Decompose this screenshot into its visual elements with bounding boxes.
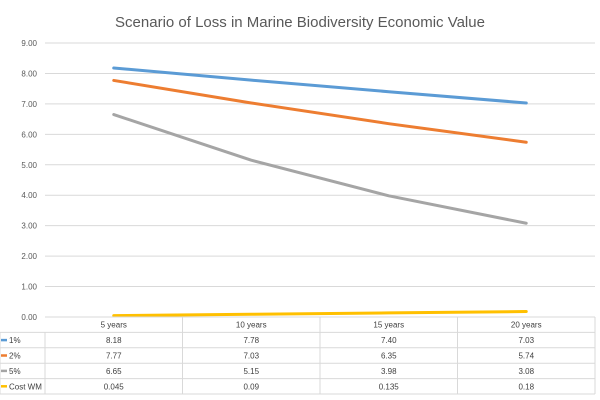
series-line bbox=[112, 310, 528, 318]
y-tick-label: 4.00 bbox=[21, 191, 37, 200]
x-category-label: 20 years bbox=[511, 321, 542, 330]
data-table-cell: 7.40 bbox=[381, 336, 397, 345]
y-tick-label: 3.00 bbox=[21, 222, 37, 231]
gridlines bbox=[45, 42, 595, 288]
data-table-cell: 7.03 bbox=[518, 336, 534, 345]
data-table-cell: 7.03 bbox=[243, 352, 259, 361]
y-tick-label: 2.00 bbox=[21, 252, 37, 261]
data-table-cell: 3.98 bbox=[381, 367, 397, 376]
data-table-cell: 6.65 bbox=[106, 367, 122, 376]
series-line bbox=[112, 66, 528, 105]
y-tick-label: 6.00 bbox=[21, 130, 37, 139]
y-tick-label: 5.00 bbox=[21, 161, 37, 170]
legend-label: 1% bbox=[9, 336, 21, 345]
data-table-cell: 0.135 bbox=[379, 382, 400, 391]
chart-title: Scenario of Loss in Marine Biodiversity … bbox=[115, 14, 485, 31]
data-table-cell: 3.08 bbox=[518, 367, 534, 376]
data-table-cell: 5.74 bbox=[518, 352, 534, 361]
series-line bbox=[112, 113, 528, 225]
series-lines bbox=[112, 66, 528, 318]
x-category-label: 5 years bbox=[101, 321, 127, 330]
y-tick-label: 0.00 bbox=[21, 313, 37, 322]
y-tick-label: 8.00 bbox=[21, 69, 37, 78]
y-tick-label: 9.00 bbox=[21, 39, 37, 48]
data-table-cell: 0.18 bbox=[518, 382, 534, 391]
data-table: 5 years 10 years 15 years 20 years 1% 8.18 7.7… bbox=[0, 316, 596, 395]
legend-label: 5% bbox=[9, 367, 21, 376]
data-table-cell: 8.18 bbox=[106, 336, 122, 345]
legend-label: Cost WM bbox=[9, 382, 42, 391]
legend-label: 2% bbox=[9, 352, 21, 361]
data-table-cell: 7.78 bbox=[243, 336, 259, 345]
y-axis-tick-labels: 0.00 1.00 2.00 3.00 4.00 5.00 6.00 7.00 8.00 9.00 bbox=[21, 39, 37, 322]
y-tick-label: 7.00 bbox=[21, 100, 37, 109]
x-category-label: 10 years bbox=[236, 321, 267, 330]
x-category-label: 15 years bbox=[373, 321, 404, 330]
data-table-cell: 0.09 bbox=[243, 382, 259, 391]
y-tick-label: 1.00 bbox=[21, 283, 37, 292]
data-table-cell: 6.35 bbox=[381, 352, 397, 361]
data-table-cell: 0.045 bbox=[104, 382, 125, 391]
data-table-cell: 5.15 bbox=[243, 367, 259, 376]
series-line bbox=[112, 78, 528, 144]
data-table-cell: 7.77 bbox=[106, 352, 122, 361]
